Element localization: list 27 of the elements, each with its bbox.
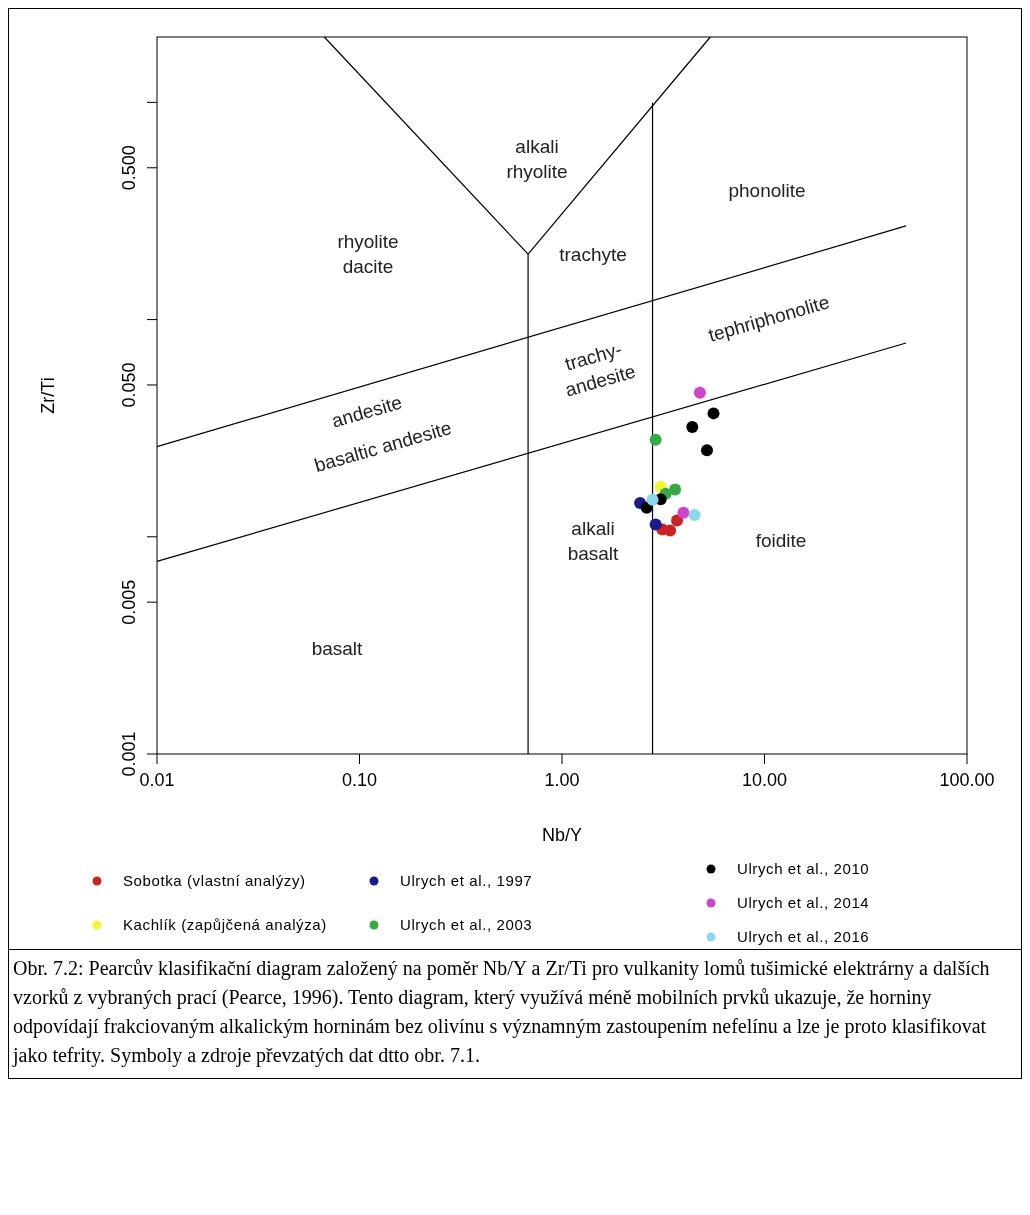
legend-label: Ulrych et al., 2014 <box>737 894 870 911</box>
annotation: trachyte <box>559 244 627 265</box>
x-tick-label: 100.00 <box>939 770 995 790</box>
legend-label: Kachlík (zapůjčená analýza) <box>123 916 327 933</box>
y-axis-title: Zr/Ti <box>38 377 58 414</box>
annotation: foidite <box>755 530 807 551</box>
y-tick-label: 0.500 <box>119 145 139 191</box>
x-tick-label: 10.00 <box>741 770 788 790</box>
annotation: basalt <box>311 638 364 659</box>
y-tick-label: 0.001 <box>119 731 139 777</box>
annotation: alkali rhyolite <box>506 135 568 182</box>
y-tick-label: 0.050 <box>119 362 139 408</box>
x-axis-title: Nb/Y <box>541 825 583 845</box>
annotation: phonolite <box>728 180 806 201</box>
annotation: alkali basalt <box>567 517 620 564</box>
x-tick-label: 0.01 <box>139 770 175 790</box>
legend-label: Ulrych et al., 2016 <box>737 928 870 945</box>
text: Obr. 7.2: Pearcův klasifikační diagram založený na poměr Nb/Y a Zr/Ti pro vulkanity lomů tušimické elektrárny a dalších vzorků z vybraných prací (Pearce, 1996). Tento diagram, který využívá méně mobilních prvků ukazuje, že horniny odpovídají frakciovaným alkalickým horninám bez olivínu s významným zastoupením nefelínu a lze je proto klasifikovat jako tefrity. Symboly a zdroje převzatých dat dtto obr. 7.1. <box>9 949 1021 1078</box>
y-tick-label: 0.005 <box>119 579 139 625</box>
legend-label: Ulrych et al., 2010 <box>737 860 870 877</box>
legend-label: Ulrych et al., 1997 <box>400 872 533 889</box>
x-tick-label: 0.10 <box>341 770 378 790</box>
x-tick-label: 1.00 <box>544 770 580 790</box>
annotation: rhyolite dacite <box>337 230 399 277</box>
legend-label: Ulrych et al., 2003 <box>400 916 533 933</box>
annotation: trachy- andesite <box>562 338 638 401</box>
legend-label: Sobotka (vlastní analýzy) <box>123 872 306 889</box>
